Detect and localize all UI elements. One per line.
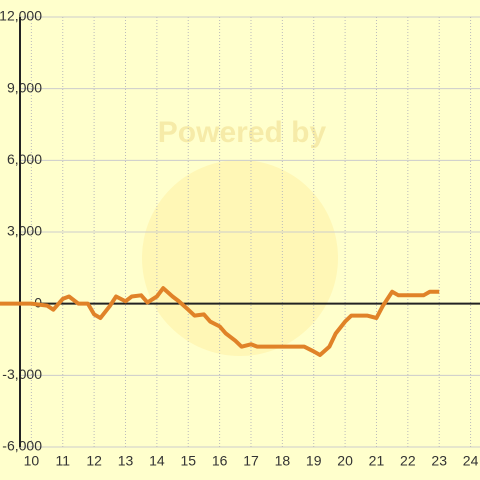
x-tick-label: 12 bbox=[86, 453, 102, 469]
x-tick-label: 21 bbox=[369, 453, 385, 469]
x-tick-label: 19 bbox=[306, 453, 322, 469]
data-line bbox=[0, 286, 440, 358]
y-tick-label: 6,000 bbox=[7, 151, 42, 167]
x-tick-label: 17 bbox=[243, 453, 259, 469]
x-tick-label: 15 bbox=[180, 453, 196, 469]
watermark: Powered by bbox=[158, 116, 327, 149]
y-tick-label: 0 bbox=[34, 294, 42, 310]
y-tick-label: -6,000 bbox=[2, 438, 42, 454]
y-tick-label: 12,000 bbox=[0, 8, 42, 24]
x-tick-label: 22 bbox=[400, 453, 416, 469]
x-tick-label: 24 bbox=[463, 453, 479, 469]
x-tick-label: 13 bbox=[118, 453, 134, 469]
x-tick-label: 14 bbox=[149, 453, 165, 469]
y-tick-label: 9,000 bbox=[7, 79, 42, 95]
x-tick-label: 11 bbox=[55, 453, 70, 469]
x-tick-label: 16 bbox=[212, 453, 228, 469]
watermark-logo bbox=[142, 160, 338, 356]
y-tick-label: -3,000 bbox=[2, 366, 42, 382]
x-tick-label: 23 bbox=[431, 453, 447, 469]
x-tick-label: 18 bbox=[275, 453, 291, 469]
x-tick-label: 10 bbox=[24, 453, 40, 469]
y-tick-label: 3,000 bbox=[7, 223, 42, 239]
x-tick-label: 20 bbox=[337, 453, 353, 469]
